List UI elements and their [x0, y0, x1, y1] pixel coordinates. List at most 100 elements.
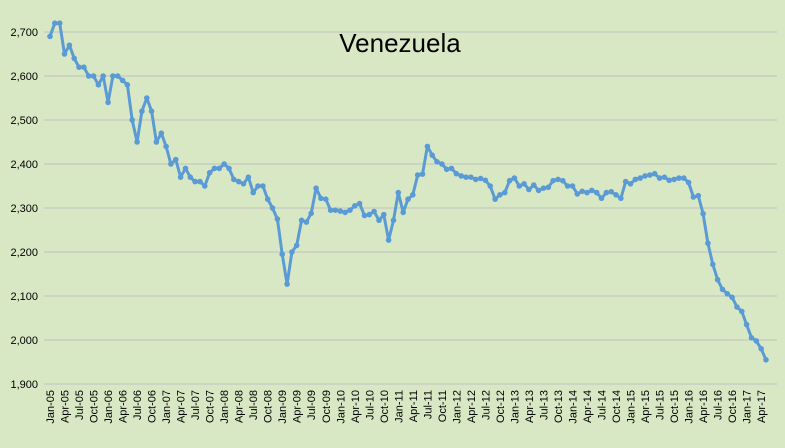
data-point — [618, 195, 624, 202]
x-tick-label: Jan-09 — [277, 390, 289, 424]
y-tick-label: 1,900 — [10, 379, 38, 391]
data-point — [642, 173, 648, 179]
data-point — [284, 281, 290, 287]
data-point — [516, 183, 523, 189]
data-point — [352, 203, 358, 209]
data-point — [90, 73, 97, 79]
x-tick-label: Apr-10 — [350, 390, 362, 423]
data-point — [293, 242, 300, 249]
data-point — [579, 188, 585, 195]
data-point — [724, 291, 731, 297]
data-point — [381, 211, 387, 218]
data-point — [666, 177, 672, 184]
data-point — [318, 195, 324, 202]
x-tick-label: Oct-05 — [89, 390, 101, 423]
data-point — [100, 73, 106, 79]
x-tick-label: Apr-16 — [698, 390, 710, 423]
data-point — [144, 95, 150, 101]
data-point — [255, 183, 261, 189]
data-point — [608, 188, 614, 195]
data-point — [434, 159, 440, 165]
data-point — [487, 183, 494, 189]
data-point — [119, 77, 126, 84]
data-point — [163, 143, 169, 150]
data-point — [419, 171, 426, 177]
data-point — [56, 20, 63, 27]
data-point — [676, 175, 682, 181]
data-point — [535, 187, 542, 194]
x-tick-label: Apr-08 — [234, 390, 246, 423]
data-point — [685, 179, 692, 186]
data-point — [448, 165, 455, 172]
data-point — [661, 174, 668, 180]
data-point — [269, 205, 276, 211]
y-tick-label: 2,700 — [10, 27, 38, 39]
y-tick-label: 2,500 — [10, 115, 38, 127]
data-point — [506, 177, 513, 184]
series-group — [47, 20, 769, 363]
data-point — [313, 185, 319, 191]
data-point — [376, 217, 382, 224]
data-point — [632, 176, 639, 183]
data-point — [235, 178, 242, 185]
data-point — [472, 176, 479, 183]
data-point — [110, 73, 116, 79]
data-point — [240, 181, 247, 187]
data-point — [453, 170, 460, 177]
data-point — [695, 192, 702, 199]
data-point — [85, 73, 92, 79]
data-point — [405, 196, 411, 202]
data-point — [458, 173, 465, 179]
data-point — [593, 189, 600, 196]
data-point — [584, 189, 590, 196]
data-point — [739, 308, 745, 315]
data-point — [671, 176, 677, 183]
data-point — [502, 189, 508, 196]
data-point — [497, 192, 503, 198]
data-point — [216, 165, 223, 172]
data-point — [560, 177, 566, 184]
x-tick-label: Apr-05 — [60, 390, 72, 423]
data-point — [627, 181, 634, 187]
data-point — [52, 20, 58, 27]
x-tick-label: Jan-15 — [626, 390, 638, 424]
x-tick-label: Apr-13 — [524, 390, 536, 423]
x-tick-label: Jan-16 — [684, 390, 696, 424]
x-tick-label: Jan-11 — [393, 390, 405, 423]
x-tick-label: Apr-06 — [118, 390, 130, 423]
data-point — [719, 286, 726, 293]
x-tick-label: Oct-07 — [205, 390, 217, 423]
data-point — [264, 196, 271, 202]
data-point — [526, 186, 532, 193]
data-point — [323, 196, 329, 202]
data-point — [71, 55, 77, 62]
data-point — [690, 194, 697, 200]
data-point — [134, 139, 140, 145]
data-point — [337, 208, 344, 214]
data-point — [129, 117, 135, 123]
data-point — [197, 178, 203, 185]
data-point — [173, 156, 179, 163]
data-point — [356, 200, 363, 207]
data-point — [327, 207, 334, 213]
data-point — [540, 185, 547, 191]
data-point — [622, 178, 629, 185]
data-point — [555, 176, 561, 183]
data-point — [531, 182, 537, 188]
x-tick-label: Oct-13 — [553, 390, 565, 423]
data-point — [158, 130, 165, 136]
chart-title: Venezuela — [339, 28, 461, 58]
data-point — [443, 166, 450, 173]
x-tick-label: Jul-08 — [248, 390, 260, 420]
x-tick-label: Oct-16 — [727, 390, 739, 423]
gridlines — [44, 31, 777, 341]
data-point — [279, 251, 286, 257]
data-point — [206, 170, 213, 176]
x-tick-label: Jul-12 — [480, 390, 492, 420]
data-point — [598, 195, 605, 202]
x-tick-label: Jan-05 — [45, 390, 57, 424]
x-tick-label: Oct-11 — [437, 390, 449, 422]
x-tick-label: Jan-12 — [451, 390, 463, 424]
